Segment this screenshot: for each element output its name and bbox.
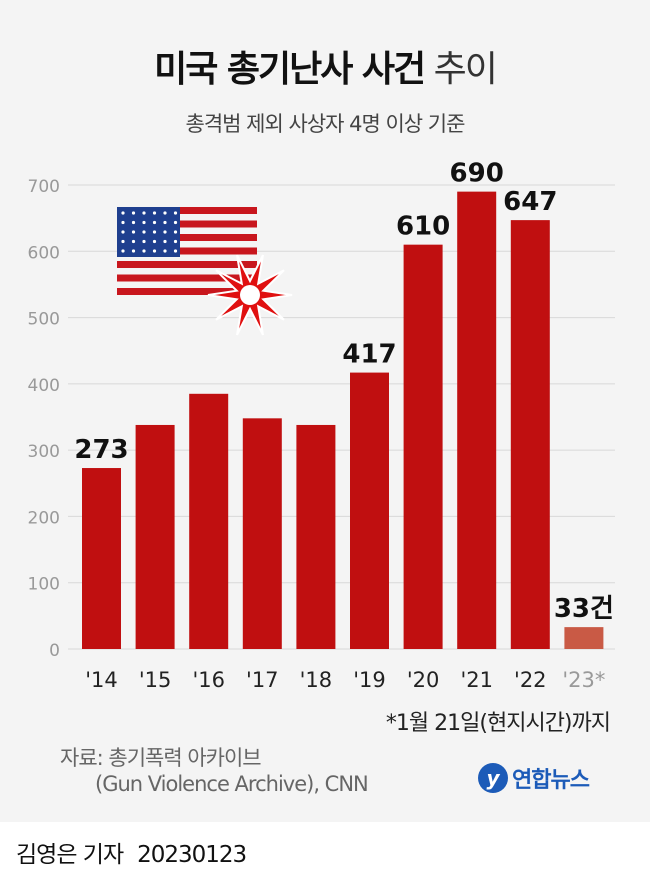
data-label: 33건 [554, 594, 614, 624]
y-tick-label: 200 [28, 508, 60, 528]
footnote: *1월 21일(현지시간)까지 [385, 711, 611, 736]
reporter: 김영은 기자 [16, 842, 124, 868]
bar-15 [135, 424, 175, 649]
bar-19 [350, 372, 389, 649]
y-tick-label: 600 [28, 243, 60, 263]
data-label: 610 [396, 212, 450, 242]
bar-20 [403, 244, 443, 649]
y-tick-label: 700 [28, 177, 60, 197]
x-tick-label: '16 [192, 668, 225, 692]
byline: 김영은 기자 20230123 [16, 835, 247, 869]
x-tick-label: '21 [460, 668, 493, 692]
data-label: 273 [74, 435, 128, 465]
chart-subtitle: 총격범 제외 사상자 4명 이상 기준 [185, 112, 466, 136]
data-label: 417 [342, 340, 396, 370]
source-line-1: 자료: 총기폭력 아카이브 [60, 746, 262, 770]
y-tick-label: 500 [28, 310, 60, 330]
us-flag-icon [117, 207, 293, 336]
chart-title: 미국 총기난사 사건 추이 [154, 49, 498, 90]
y-tick-label: 400 [28, 376, 60, 396]
yonhap-logo: y 연합뉴스 [478, 762, 590, 794]
y-tick-label: 300 [28, 442, 60, 462]
bar-17 [242, 418, 282, 649]
date: 20230123 [137, 842, 247, 868]
bar-18 [296, 424, 336, 649]
bar-14 [82, 468, 121, 649]
x-tick-label: '17 [246, 668, 279, 692]
source-line-2: (Gun Violence Archive), CNN [95, 772, 369, 796]
x-tick-label: '15 [139, 668, 172, 692]
x-tick-label: '23* [562, 668, 605, 692]
bar-chart: 0 100 200 300 400 500 600 700 '14 273 '15 '16 '17 '1… [28, 159, 615, 692]
bar-16 [189, 393, 229, 649]
bar-23 [564, 627, 604, 649]
x-tick-label: '22 [514, 668, 547, 692]
data-label: 690 [450, 159, 504, 189]
bar-21 [457, 191, 497, 649]
x-tick-label: '14 [85, 668, 118, 692]
data-label: 647 [503, 187, 557, 217]
logo-text: 연합뉴스 [512, 768, 590, 793]
x-tick-label: '18 [300, 668, 333, 692]
logo-mark: y [478, 763, 508, 793]
bar-22 [510, 220, 550, 650]
x-tick-label: '20 [407, 668, 440, 692]
x-tick-label: '19 [353, 668, 386, 692]
y-tick-label: 100 [28, 575, 60, 595]
y-tick-label: 0 [49, 641, 60, 661]
